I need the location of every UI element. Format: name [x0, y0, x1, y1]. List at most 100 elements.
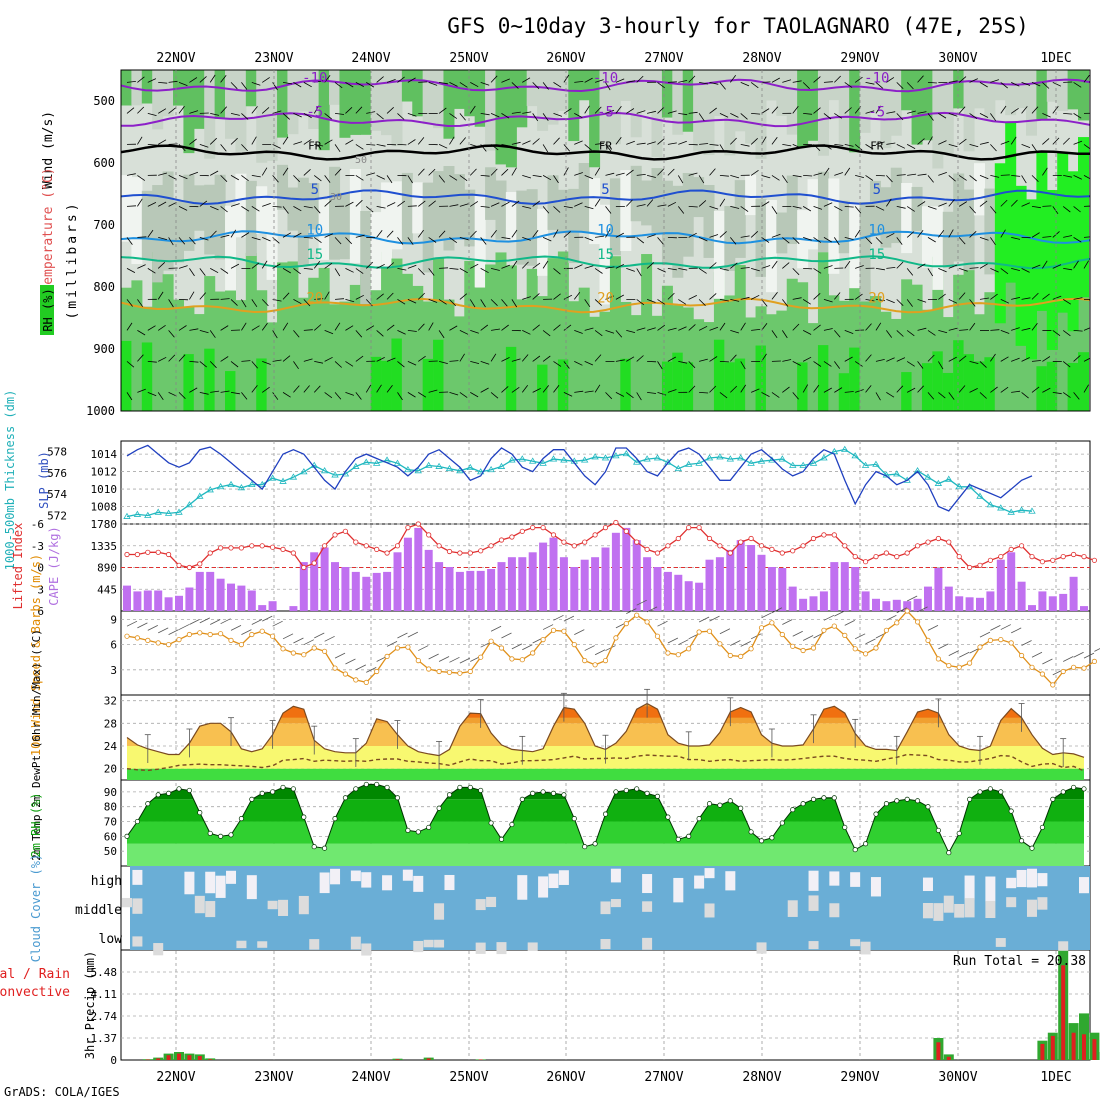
- rh-cell-moist: [505, 265, 517, 411]
- wind-barb: [459, 330, 469, 335]
- surface-wind-barb: [522, 644, 533, 651]
- rh-cell-moist: [256, 290, 268, 411]
- wind-barb: [501, 144, 511, 147]
- date-label-top: 1DEC: [1040, 51, 1071, 66]
- rh-cell-upper: [349, 70, 361, 135]
- rh-cell-moist: [443, 299, 455, 411]
- rh-cell-moist: [911, 284, 923, 411]
- thickness-point: [612, 452, 620, 459]
- wind-speed-point: [478, 654, 484, 660]
- cloud-mid-cell: [922, 903, 933, 919]
- rh-cell-upper: [464, 70, 476, 117]
- rh-cell-dry: [339, 192, 351, 260]
- rh-point: [1039, 824, 1045, 830]
- wind-barb: [969, 299, 976, 307]
- cape-bar: [747, 545, 756, 611]
- wind-barb: [948, 80, 958, 83]
- wind-barb: [1042, 236, 1052, 238]
- wind-barb: [532, 229, 539, 238]
- wind-barb: [272, 330, 278, 339]
- rh-cell-moist: [266, 322, 278, 411]
- wind-barb: [667, 201, 677, 207]
- surface-wind-barb: [397, 632, 408, 639]
- wind-barb: [1062, 361, 1071, 368]
- wind-barb: [719, 231, 727, 238]
- wind-barb: [511, 386, 520, 393]
- wind-barb: [490, 353, 497, 362]
- wind-barb: [563, 361, 570, 369]
- cloud-high-cell: [330, 868, 341, 885]
- wind-barb: [553, 175, 559, 184]
- cloud-mid-cell: [475, 899, 486, 911]
- rh-point: [228, 832, 234, 838]
- wind-barb: [251, 299, 258, 308]
- rh-point: [654, 793, 661, 799]
- wind-barb: [886, 267, 896, 269]
- wind-barb: [990, 386, 998, 393]
- wind-barb: [532, 113, 539, 122]
- surface-wind-barb: [542, 624, 554, 630]
- rh-cell-dry: [391, 181, 403, 250]
- rh-point: [738, 805, 744, 811]
- wind-barb: [417, 323, 425, 331]
- wind-barb: [699, 82, 709, 85]
- wind-barb: [657, 237, 664, 245]
- rh-point: [769, 835, 775, 841]
- cloud-high-cell: [642, 874, 653, 894]
- wind-barb: [272, 359, 282, 362]
- wind-barb: [459, 175, 468, 182]
- wind-barb: [813, 324, 821, 331]
- wind-barb: [979, 141, 989, 145]
- wind-barb: [719, 299, 729, 302]
- surface-wind-barb: [501, 632, 512, 639]
- wind-barb: [896, 237, 903, 245]
- wind-speed-point: [207, 631, 213, 638]
- wind-barb: [230, 299, 238, 306]
- rh-cell-moist: [287, 261, 299, 411]
- thickness-point: [227, 480, 235, 488]
- rh-cell-moist: [786, 278, 798, 411]
- cloud-high-cell: [402, 869, 413, 881]
- lifted-index-point: [654, 550, 661, 556]
- rh-cell-upper: [1036, 70, 1048, 120]
- wind-barb: [126, 268, 136, 273]
- wind-barb: [158, 172, 168, 176]
- cape-bar: [1048, 596, 1057, 611]
- wind-barb: [313, 261, 321, 269]
- wind-barb: [782, 144, 792, 147]
- rh-cell-upper: [599, 70, 611, 153]
- rh-contour-label: 30: [330, 192, 342, 203]
- wind-barb: [522, 237, 531, 241]
- wind-barb: [761, 299, 768, 307]
- wind-barb: [293, 268, 301, 275]
- date-label-top: 26NOV: [546, 51, 585, 66]
- wind-barb: [667, 356, 676, 362]
- cape-bar: [383, 571, 392, 611]
- wind-barb: [750, 388, 760, 393]
- wind-legend-label: Wind (m/s): [41, 111, 56, 189]
- rh-cell-moist: [589, 316, 601, 411]
- thickness-point: [872, 460, 880, 467]
- precip-convective-bar: [166, 1055, 171, 1060]
- rh-cell-dry: [193, 185, 205, 231]
- wind-barb: [657, 324, 666, 331]
- surface-wind-barb: [490, 625, 502, 632]
- rh-cell-moist: [381, 251, 393, 411]
- wind-barb: [501, 264, 510, 269]
- date-label-bottom: 25NOV: [449, 1070, 488, 1085]
- cape-bar: [195, 571, 204, 611]
- wind-barb: [1042, 138, 1050, 145]
- rh-cell-dry: [214, 174, 226, 260]
- wind-barb: [938, 392, 946, 399]
- wind-barb: [615, 392, 625, 397]
- cloud-mid-cell: [943, 895, 954, 913]
- cape-bar: [372, 572, 381, 611]
- wind-barb: [230, 82, 238, 90]
- rh-cell-dry: [349, 168, 361, 263]
- wind-barb: [189, 171, 199, 176]
- cloud-low-cell: [423, 939, 434, 948]
- wind-barb: [126, 107, 135, 114]
- wind-speed-point: [1050, 682, 1056, 688]
- lifted-index-line: [127, 521, 1095, 569]
- wind-barb: [314, 144, 324, 147]
